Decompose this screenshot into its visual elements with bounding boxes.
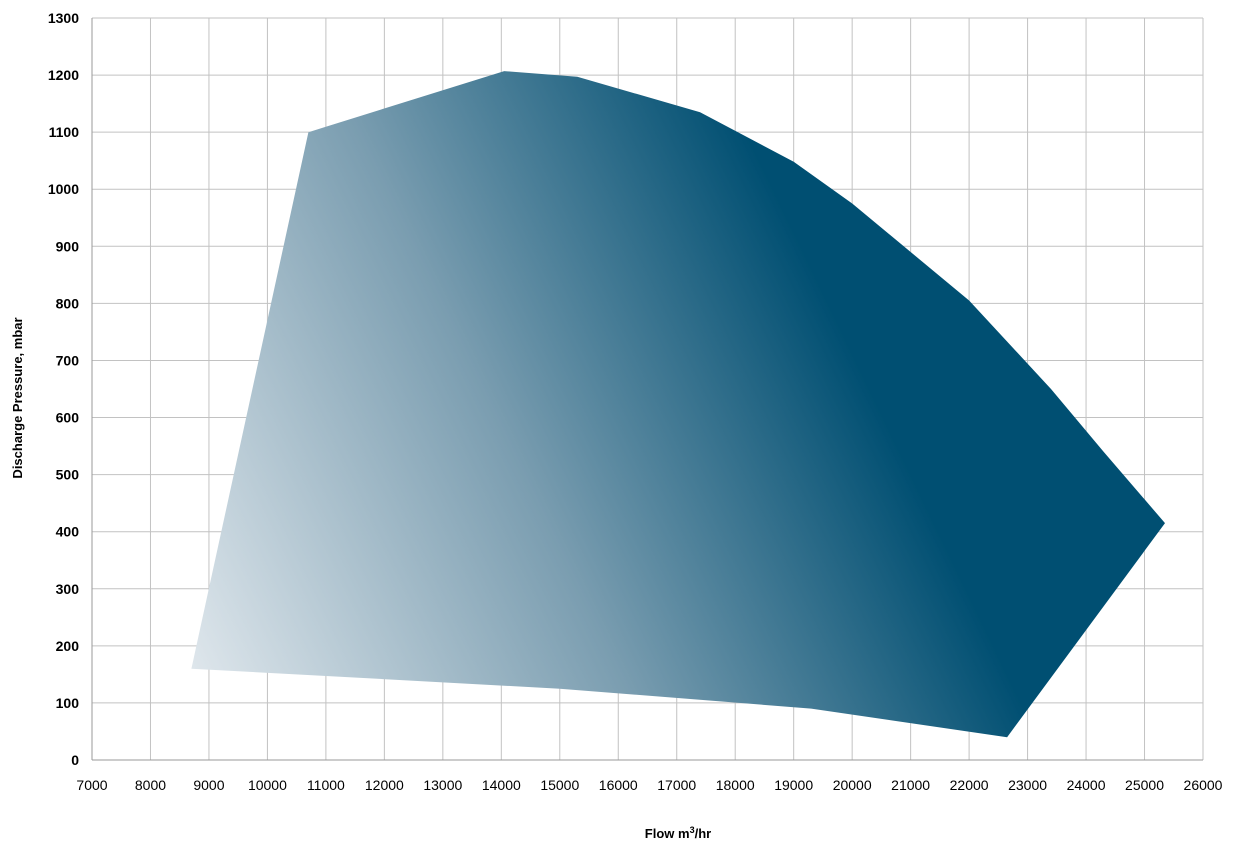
x-tick-label: 18000 bbox=[716, 777, 755, 793]
y-axis-title: Discharge Pressure, mbar bbox=[10, 317, 25, 478]
x-tick-label: 24000 bbox=[1067, 777, 1106, 793]
x-tick-label: 20000 bbox=[833, 777, 872, 793]
x-tick-label: 17000 bbox=[657, 777, 696, 793]
y-tick-label: 1100 bbox=[49, 124, 80, 140]
axes bbox=[91, 18, 1203, 761]
x-tick-label: 22000 bbox=[950, 777, 989, 793]
x-tick-label: 12000 bbox=[365, 777, 404, 793]
y-tick-label: 500 bbox=[56, 467, 80, 483]
y-tick-label: 800 bbox=[56, 295, 80, 311]
y-tick-label: 0 bbox=[71, 752, 79, 768]
x-tick-label: 10000 bbox=[248, 777, 287, 793]
x-tick-label: 23000 bbox=[1008, 777, 1047, 793]
envelope-area bbox=[191, 71, 1165, 738]
y-tick-label: 900 bbox=[56, 238, 80, 254]
y-tick-label: 1300 bbox=[48, 10, 79, 26]
x-tick-label: 19000 bbox=[774, 777, 813, 793]
y-tick-label: 200 bbox=[56, 638, 80, 654]
y-tick-label: 100 bbox=[56, 695, 80, 711]
x-axis-ticks: 7000 8000 9000 10000 11000 12000 13000 14000 150… bbox=[76, 777, 1222, 793]
x-tick-label: 8000 bbox=[135, 777, 166, 793]
y-tick-label: 1200 bbox=[48, 67, 79, 83]
y-tick-label: 600 bbox=[56, 410, 80, 426]
x-tick-label: 21000 bbox=[891, 777, 930, 793]
x-tick-label: 13000 bbox=[423, 777, 462, 793]
y-tick-label: 1000 bbox=[48, 181, 79, 197]
y-tick-label: 700 bbox=[56, 352, 80, 368]
performance-area bbox=[191, 71, 1165, 738]
x-tick-label: 7000 bbox=[76, 777, 107, 793]
x-axis-title-main: Flow m bbox=[645, 826, 690, 841]
x-tick-label: 11000 bbox=[307, 777, 345, 793]
x-tick-label: 16000 bbox=[599, 777, 638, 793]
x-axis-title-superscript: 3 bbox=[690, 825, 695, 835]
x-tick-label: 26000 bbox=[1184, 777, 1223, 793]
x-axis-title: Flow m3/hr bbox=[645, 825, 711, 841]
x-tick-label: 14000 bbox=[482, 777, 521, 793]
y-tick-label: 400 bbox=[56, 524, 80, 540]
x-tick-label: 15000 bbox=[540, 777, 579, 793]
x-tick-label: 25000 bbox=[1125, 777, 1164, 793]
y-axis-ticks: 0 100 200 300 400 500 600 700 800 900 1000 1100 1200… bbox=[48, 10, 79, 768]
y-tick-label: 300 bbox=[56, 581, 80, 597]
x-tick-label: 9000 bbox=[193, 777, 224, 793]
x-axis-title-suffix: /hr bbox=[695, 826, 712, 841]
